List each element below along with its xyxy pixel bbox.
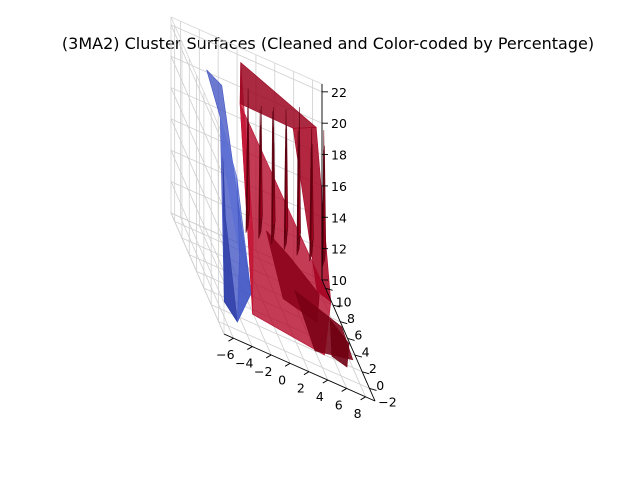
red-cluster-spike bbox=[272, 142, 276, 229]
z-tick-label: 12 bbox=[331, 242, 347, 257]
red-cluster-spike bbox=[323, 145, 327, 256]
y-tick-mark bbox=[347, 337, 355, 341]
chart-title: (3MA2) Cluster Surfaces (Cleaned and Col… bbox=[62, 34, 594, 53]
z-tick-label: 14 bbox=[331, 210, 347, 225]
x-tick-mark bbox=[322, 379, 329, 384]
side-pane bbox=[170, 16, 225, 335]
y-tick-label: 0 bbox=[376, 378, 384, 393]
grid-line-z-side bbox=[170, 150, 225, 272]
y-tick-label: 6 bbox=[354, 328, 362, 343]
grid-line-y-floor bbox=[218, 321, 370, 389]
red-cluster-spike bbox=[259, 105, 263, 224]
x-tick-label: 6 bbox=[335, 397, 343, 412]
x-tick-mark bbox=[303, 371, 310, 376]
x-tick-label: 2 bbox=[297, 381, 305, 396]
z-tick-label: 20 bbox=[331, 116, 347, 131]
y-axis-line bbox=[321, 279, 376, 402]
y-tick-label: −2 bbox=[378, 395, 396, 410]
x-tick-label: −2 bbox=[254, 364, 272, 379]
grid-line-z-side bbox=[170, 24, 225, 147]
x-tick-mark bbox=[341, 388, 347, 392]
cluster-surfaces bbox=[206, 61, 354, 368]
x-tick-label: −4 bbox=[235, 356, 253, 371]
z-tick-label: 22 bbox=[331, 85, 347, 100]
y-tick-label: 10 bbox=[336, 294, 352, 309]
x-tick-mark bbox=[265, 354, 272, 359]
red-cluster-spike bbox=[285, 124, 289, 235]
red-cluster-spike bbox=[247, 123, 251, 218]
x-tick-label: 0 bbox=[278, 372, 286, 387]
y-tick-label: 2 bbox=[369, 361, 377, 376]
x-tick-mark bbox=[228, 337, 234, 342]
y-tick-mark bbox=[325, 287, 333, 291]
grid-line-z-side bbox=[170, 87, 225, 209]
x-tick-label: 8 bbox=[354, 406, 362, 421]
y-tick-label: 4 bbox=[362, 344, 370, 359]
x-tick-label: −6 bbox=[216, 347, 234, 362]
grid-line-z-back bbox=[170, 24, 323, 93]
x-tick-mark bbox=[284, 362, 291, 367]
z-tick-label: 18 bbox=[331, 148, 347, 163]
z-tick-label: 16 bbox=[331, 179, 347, 194]
y-tick-mark bbox=[369, 388, 377, 391]
grid-line-z-side bbox=[170, 56, 225, 178]
x-tick-mark bbox=[360, 396, 366, 401]
x-tick-mark bbox=[247, 346, 253, 350]
red-cluster-spike bbox=[310, 144, 314, 246]
x-axis-line bbox=[223, 333, 376, 402]
axis-lines bbox=[223, 84, 376, 402]
grid-line-z-side bbox=[170, 181, 225, 303]
grid-line-z-side bbox=[170, 118, 225, 241]
blue-cluster-face bbox=[222, 155, 238, 323]
y-tick-mark bbox=[340, 321, 348, 325]
y-tick-label: 8 bbox=[347, 311, 355, 326]
y-tick-mark bbox=[362, 371, 370, 375]
red-cluster-spike bbox=[297, 107, 301, 240]
red-cluster-face bbox=[329, 318, 350, 368]
x-tick-label: 4 bbox=[316, 389, 324, 404]
y-tick-mark bbox=[354, 354, 363, 358]
y-tick-mark bbox=[332, 304, 341, 308]
z-axis-ticks: 10 12 14 16 18 20 22 bbox=[322, 85, 347, 288]
z-tick-label: 10 bbox=[331, 273, 347, 288]
grid-line-z-side bbox=[170, 212, 225, 335]
